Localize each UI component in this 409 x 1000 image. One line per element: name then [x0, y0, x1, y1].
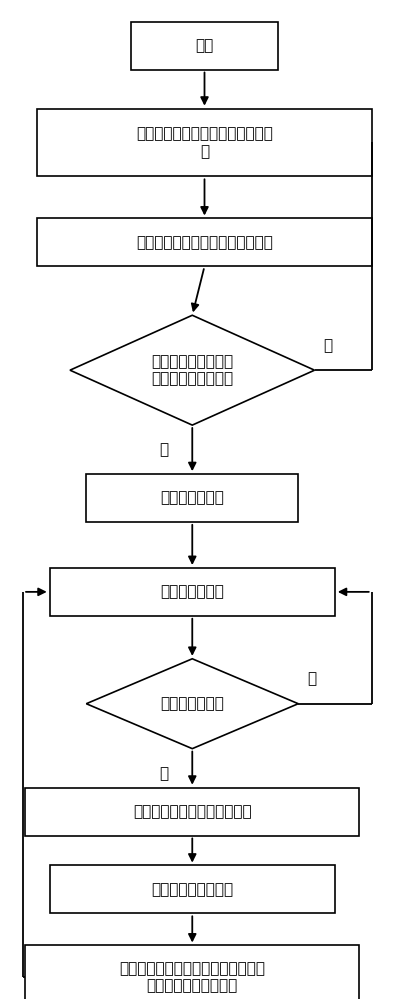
- Text: 是: 是: [159, 443, 168, 458]
- Text: 开始: 开始: [196, 38, 213, 53]
- Text: 检测测试点电压: 检测测试点电压: [160, 584, 224, 599]
- Bar: [37, 218, 372, 266]
- Text: 计算磁控电抗器相应的电感值: 计算磁控电抗器相应的电感值: [133, 804, 252, 819]
- Text: 与设定值相等？: 与设定值相等？: [160, 696, 224, 711]
- Bar: [37, 109, 372, 176]
- Bar: [86, 474, 298, 522]
- Text: 否: 否: [324, 338, 333, 353]
- Bar: [25, 945, 360, 1000]
- Bar: [25, 788, 360, 836]
- Polygon shape: [70, 315, 315, 425]
- Text: 是: 是: [307, 671, 316, 686]
- Text: 改变晶闸管触发角，控制铁芯的磁饱
和，即改变电感值大小: 改变晶闸管触发角，控制铁芯的磁饱 和，即改变电感值大小: [119, 961, 265, 994]
- Bar: [131, 22, 278, 70]
- Text: 设定测试点电压: 设定测试点电压: [160, 491, 224, 506]
- Text: 计算出直流励磁电流: 计算出直流励磁电流: [151, 882, 233, 897]
- Polygon shape: [86, 659, 298, 749]
- Text: 确定磁控电抗的额定电压和电感值: 确定磁控电抗的额定电压和电感值: [136, 235, 273, 250]
- Text: 流过电抗器的最大电
流小于其额定电流？: 流过电抗器的最大电 流小于其额定电流？: [151, 354, 233, 386]
- Bar: [49, 865, 335, 913]
- Text: 确定串联电抗器的额定电压和电感
值: 确定串联电抗器的额定电压和电感 值: [136, 126, 273, 159]
- Text: 否: 否: [159, 766, 168, 781]
- Bar: [49, 568, 335, 616]
